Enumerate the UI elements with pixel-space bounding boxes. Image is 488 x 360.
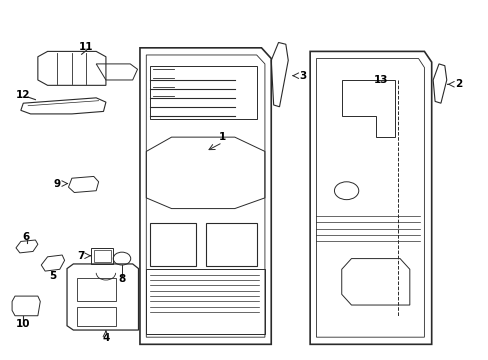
- Bar: [91, 248, 113, 264]
- Text: 9: 9: [54, 179, 61, 189]
- Text: 2: 2: [454, 78, 461, 89]
- Text: 8: 8: [118, 274, 125, 284]
- Bar: [149, 223, 196, 266]
- Bar: [77, 307, 116, 327]
- Bar: [94, 249, 111, 262]
- Text: 6: 6: [22, 232, 29, 242]
- Bar: [77, 278, 116, 301]
- Text: 10: 10: [16, 319, 30, 329]
- Text: 1: 1: [219, 132, 226, 142]
- Bar: [146, 269, 264, 334]
- Text: 7: 7: [77, 251, 84, 261]
- Text: 11: 11: [79, 42, 94, 52]
- Text: 12: 12: [16, 90, 30, 100]
- Text: 13: 13: [373, 75, 387, 85]
- Text: 3: 3: [299, 71, 306, 81]
- Bar: [205, 223, 256, 266]
- Bar: [149, 66, 256, 119]
- Text: 4: 4: [102, 333, 109, 343]
- Text: 5: 5: [49, 271, 56, 282]
